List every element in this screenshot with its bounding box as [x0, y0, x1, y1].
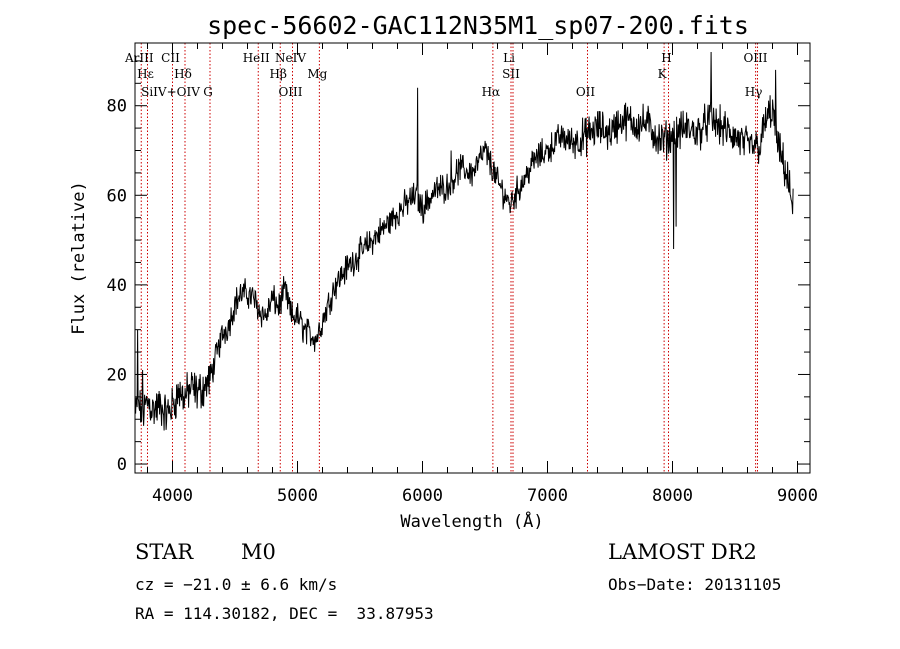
plot-frame [134, 42, 811, 474]
y-tick-label: 40 [107, 276, 127, 296]
x-tick-label: 5000 [277, 486, 318, 506]
emission-line-label: Mg [307, 67, 327, 81]
spectrum-line [135, 51, 794, 431]
emission-line-label: H [661, 51, 671, 65]
object-class: STAR [135, 540, 194, 564]
emission-line-label: Hδ [174, 67, 192, 81]
y-axis: 0 20 40 60 80 [107, 60, 810, 475]
emission-line-label: Hα [482, 85, 501, 99]
y-tick-label: 60 [107, 186, 127, 206]
emission-line-label: ArIII [124, 51, 154, 65]
emission-line-label: SII [502, 67, 520, 81]
emission-line-label: K [658, 67, 668, 81]
emission-line-label: OII [576, 85, 596, 99]
chart-title: spec-56602-GAC112N35M1_sp07-200.fits [207, 11, 749, 40]
y-tick-label: 80 [107, 97, 127, 117]
observation-date: Obs−Date: 20131105 [608, 575, 782, 594]
x-tick-label: 4000 [152, 486, 193, 506]
x-axis-label: Wavelength (Å) [400, 510, 543, 532]
emission-line-label: Hβ [270, 67, 287, 81]
emission-line-label: Hγ [745, 85, 763, 99]
spectrum-series [135, 51, 794, 431]
y-tick-label: 20 [107, 365, 127, 385]
emission-line-label: SiIV+OIV [141, 85, 200, 99]
emission-line-label: HeII [243, 51, 270, 65]
emission-line-label: CII [161, 51, 180, 65]
y-tick-label: 0 [117, 455, 127, 475]
x-tick-label: 8000 [652, 486, 693, 506]
redshift-velocity: cz = −21.0 ± 6.6 km/s [135, 575, 338, 594]
x-tick-label: 7000 [527, 486, 568, 506]
emission-line-label: G [203, 85, 213, 99]
emission-line-label: OIII [743, 51, 767, 65]
emission-line-label: Li [503, 51, 515, 65]
emission-line-label: NeIV [275, 51, 306, 65]
x-axis: 4000 5000 6000 7000 8000 9000 [147, 43, 818, 506]
emission-line-label: OIII [278, 85, 302, 99]
emission-line-label: Hε [137, 67, 154, 81]
y-axis-label: Flux (relative) [69, 181, 89, 335]
x-tick-label: 6000 [402, 486, 443, 506]
x-tick-label: 9000 [777, 486, 818, 506]
object-subclass: M0 [241, 540, 276, 564]
survey-name: LAMOST DR2 [608, 540, 757, 564]
emission-line-markers [140, 43, 758, 473]
coordinates: RA = 114.30182, DEC = 33.87953 [135, 604, 434, 623]
